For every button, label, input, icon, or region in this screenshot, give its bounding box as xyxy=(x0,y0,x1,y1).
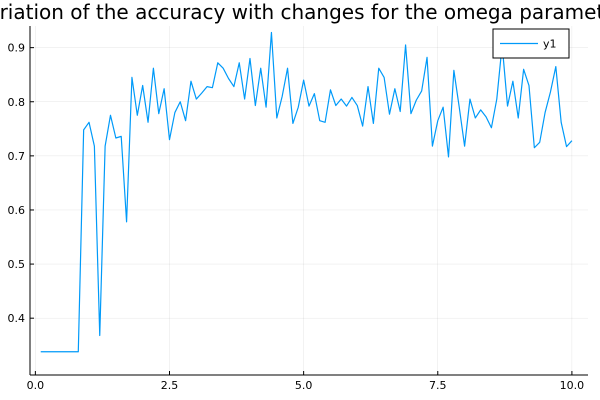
axes xyxy=(29,26,588,376)
chart-title: Variation of the accuracy with changes f… xyxy=(0,0,600,24)
x-axis-ticks: 0.0 2.5 5.0 7.5 10.0 xyxy=(27,371,585,392)
x-tick-label: 5.0 xyxy=(295,379,313,392)
series-line-y1 xyxy=(40,31,573,353)
y-tick-label: 0.5 xyxy=(8,258,26,271)
x-tick-label: 2.5 xyxy=(161,379,179,392)
y-tick-label: 0.6 xyxy=(8,204,26,217)
grid-lines xyxy=(30,26,588,375)
x-tick-label: 10.0 xyxy=(560,379,585,392)
y-tick-label: 0.8 xyxy=(8,96,26,109)
x-tick-label: 0.0 xyxy=(27,379,45,392)
legend-label-y1: y1 xyxy=(543,38,557,51)
legend: y1 xyxy=(492,28,570,59)
x-tick-label: 7.5 xyxy=(429,379,447,392)
series-lines xyxy=(40,31,573,353)
y-axis-ticks: 0.4 0.5 0.6 0.7 0.8 0.9 xyxy=(8,42,34,325)
y-tick-label: 0.7 xyxy=(8,150,26,163)
y-tick-label: 0.9 xyxy=(8,42,26,55)
y-tick-label: 0.4 xyxy=(8,312,26,325)
